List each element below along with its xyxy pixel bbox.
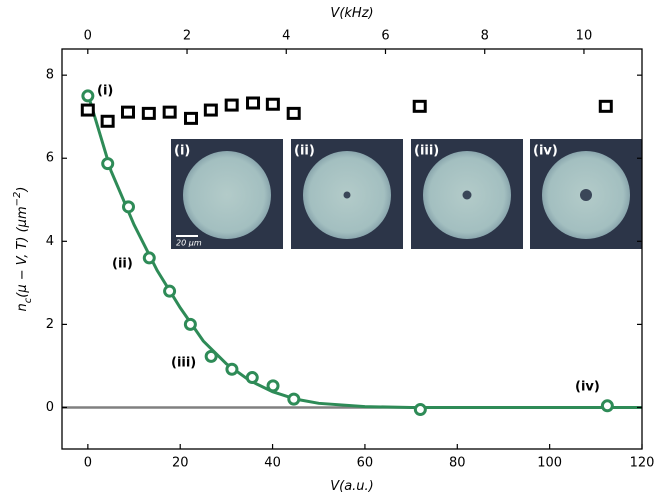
x-tick-label: 80 [449, 456, 466, 471]
data-point [183, 317, 197, 331]
x2-axis-label-part: V [330, 6, 340, 21]
data-point [245, 371, 259, 385]
data-point [266, 379, 280, 393]
y-axis-label-part: n [15, 303, 30, 311]
data-point [100, 114, 115, 128]
data-point [120, 105, 135, 119]
data-point [413, 403, 427, 417]
data-point [203, 103, 218, 117]
x2-tick-label: 10 [576, 29, 593, 44]
x-tick-label: 60 [357, 456, 374, 471]
data-point [80, 103, 95, 117]
x-axis-label: V(a.u.) [330, 479, 374, 494]
data-point [265, 97, 280, 111]
x-tick-label: 40 [264, 456, 281, 471]
y-tick-label: 4 [46, 234, 54, 249]
x-tick-label: 20 [172, 456, 189, 471]
inset-disk [183, 151, 271, 239]
y-axis-label-part: c [23, 297, 34, 303]
data-point [183, 111, 198, 125]
data-point [225, 362, 239, 376]
x-axis-label-part: V [330, 479, 340, 494]
data-point [101, 157, 115, 171]
x2-tick-label: 8 [481, 29, 489, 44]
data-point [163, 284, 177, 298]
plot-frame [61, 48, 643, 450]
annotation: (iv) [575, 380, 600, 395]
x2-tick-label: 0 [84, 29, 92, 44]
data-point [121, 200, 135, 214]
data-point [142, 251, 156, 265]
data-point [224, 98, 239, 112]
x-tick-label: 0 [84, 456, 92, 471]
x2-axis-label-part: (kHz) [339, 6, 373, 21]
data-point [81, 89, 95, 103]
x2-axis-label: V(kHz) [330, 6, 373, 21]
x2-tick-label: 4 [282, 29, 290, 44]
y-tick-label: 2 [46, 317, 54, 332]
data-point [600, 399, 614, 413]
data-point [246, 96, 261, 110]
y-axis-label: nc(μ − V, T) (μm−2) [12, 187, 34, 312]
inset-label: (i) [174, 144, 190, 159]
y-axis-label-part: ) [15, 187, 30, 193]
annotation: (iii) [171, 356, 196, 371]
inset-label: (iv) [533, 144, 558, 159]
data-point [204, 349, 218, 363]
annotation: (ii) [112, 257, 133, 272]
data-point [141, 106, 156, 120]
data-point [162, 105, 177, 119]
data-point [598, 99, 613, 113]
inset-label: (ii) [294, 144, 315, 159]
data-point [286, 106, 301, 120]
x-axis-label-part: (a.u.) [339, 479, 374, 494]
x2-tick-label: 6 [381, 29, 389, 44]
inset-hole [462, 190, 472, 200]
x2-tick-label: 2 [183, 29, 191, 44]
inset-hole [343, 191, 351, 199]
inset-label: (iii) [414, 144, 439, 159]
y-tick-label: 0 [46, 400, 54, 415]
y-axis-label-part: (μ − V, T) (μm [15, 206, 30, 297]
y-axis-label-part: −2 [12, 192, 23, 207]
annotation: (i) [97, 84, 113, 99]
x-tick-label: 100 [537, 456, 562, 471]
data-point [287, 392, 301, 406]
x-tick-label: 120 [630, 456, 655, 471]
inset-hole [580, 189, 592, 201]
data-point [412, 99, 427, 113]
scale-bar-label: 20 μm [176, 239, 202, 248]
y-tick-label: 8 [46, 68, 54, 83]
y-tick-label: 6 [46, 151, 54, 166]
